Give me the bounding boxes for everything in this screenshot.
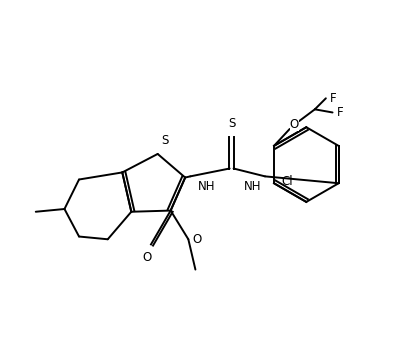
Text: O: O: [290, 118, 299, 131]
Text: NH: NH: [198, 180, 216, 192]
Text: F: F: [337, 106, 343, 119]
Text: S: S: [161, 134, 168, 147]
Text: O: O: [142, 251, 152, 265]
Text: O: O: [192, 233, 201, 246]
Text: S: S: [228, 117, 235, 130]
Text: F: F: [330, 92, 337, 105]
Text: NH: NH: [243, 180, 261, 192]
Text: Cl: Cl: [281, 175, 292, 188]
